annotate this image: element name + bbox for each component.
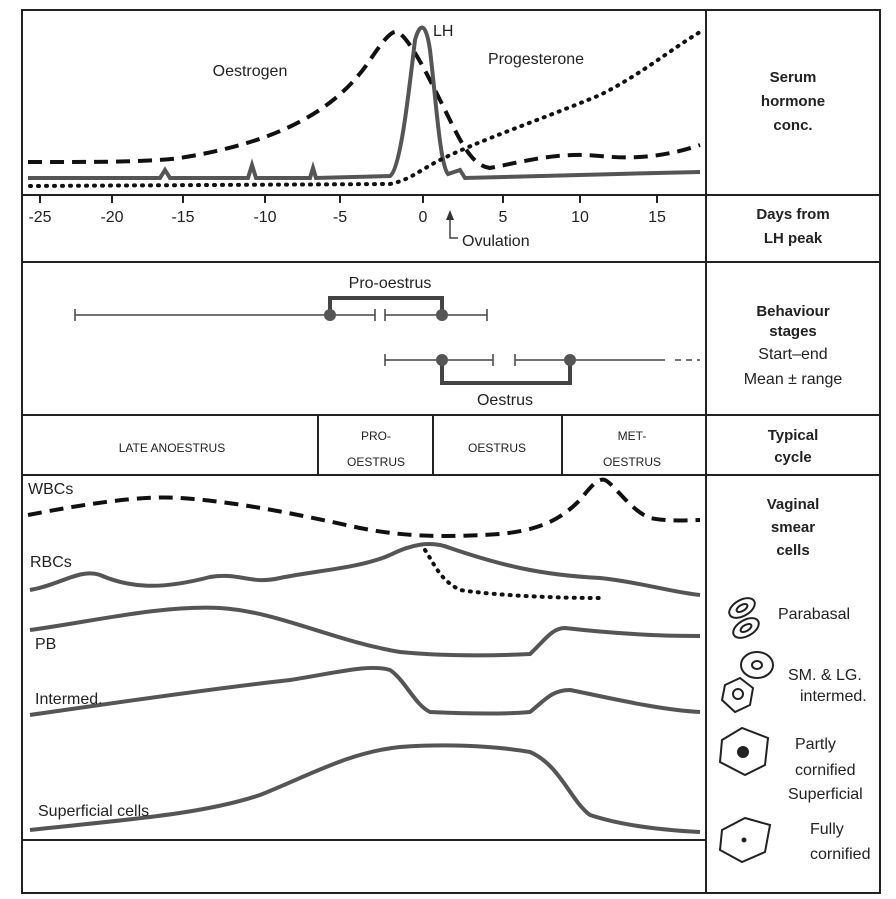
legend-label: Parabasal <box>778 606 850 623</box>
cycle-dividers <box>317 415 563 475</box>
ovulation-marker <box>449 212 458 239</box>
oestrogen-curve <box>27 29 701 171</box>
curve-label: WBCs <box>28 481 73 498</box>
stage-label: Oestrus <box>477 392 533 409</box>
legend-label: Partly <box>795 736 836 753</box>
pb-curve <box>29 605 701 658</box>
cycle-stage: LATE ANOESTRUS <box>119 441 225 455</box>
legend-label: cornified <box>810 846 870 863</box>
arrow-head <box>446 210 454 220</box>
frame <box>21 9 881 894</box>
curve-label: PB <box>35 636 56 653</box>
range-bars <box>74 296 700 385</box>
hormone-label: Progesterone <box>488 51 584 68</box>
tick-label: 10 <box>571 209 589 226</box>
cycle-stage: OESTRUS <box>468 441 526 455</box>
row-label: Behaviour <box>756 303 830 320</box>
superficial-curve <box>29 743 701 834</box>
hormone-label: Oestrogen <box>213 63 288 80</box>
row-label: cells <box>776 542 809 559</box>
legend-label: Superficial <box>788 786 863 803</box>
row-label: Vaginal <box>767 496 820 513</box>
row-label: Start–end <box>758 346 827 363</box>
intermed-curve <box>29 665 701 717</box>
row-label: cycle <box>774 449 812 466</box>
row-label: hormone <box>761 93 825 110</box>
hormone-label: LH <box>433 23 453 40</box>
row-label: smear <box>771 519 815 536</box>
tick-label: 0 <box>419 209 428 226</box>
tick-label: 15 <box>648 209 666 226</box>
wbc-curve <box>27 477 701 538</box>
curve-label: RBCs <box>30 554 72 571</box>
tick-label: -15 <box>171 209 194 226</box>
rbc-curve <box>29 542 701 597</box>
row-label: stages <box>769 323 817 340</box>
tick-label: -10 <box>253 209 276 226</box>
stage-label: Pro-oestrus <box>349 275 432 292</box>
rbc-branch <box>423 548 602 600</box>
curve-label: Intermed. <box>35 691 103 708</box>
row-label: Mean ± range <box>744 371 843 388</box>
curve-label: Superficial cells <box>38 803 149 820</box>
progesterone-curve <box>28 30 702 188</box>
tick-label: 5 <box>499 209 508 226</box>
legend-label: SM. & LG. <box>788 667 862 684</box>
tick-label: -20 <box>100 209 123 226</box>
legend-label: intermed. <box>800 688 867 705</box>
row-label: LH peak <box>764 230 823 247</box>
row-label: conc. <box>773 117 812 134</box>
cycle-stage: MET- <box>618 429 647 443</box>
row-label: Typical <box>768 427 819 444</box>
annotation: Ovulation <box>462 233 530 250</box>
cell-icons <box>718 597 774 864</box>
cycle-stage: OESTRUS <box>347 455 405 469</box>
row-label: Serum <box>770 69 817 86</box>
legend-label: Fully <box>810 821 844 838</box>
tick-label: -5 <box>333 209 347 226</box>
cycle-stage: OESTRUS <box>603 455 661 469</box>
cycle-stage: PRO- <box>361 429 391 443</box>
tick-label: -25 <box>28 209 51 226</box>
legend-label: cornified <box>795 762 855 779</box>
lh-curve <box>28 25 701 181</box>
row-label: Days from <box>756 206 829 223</box>
